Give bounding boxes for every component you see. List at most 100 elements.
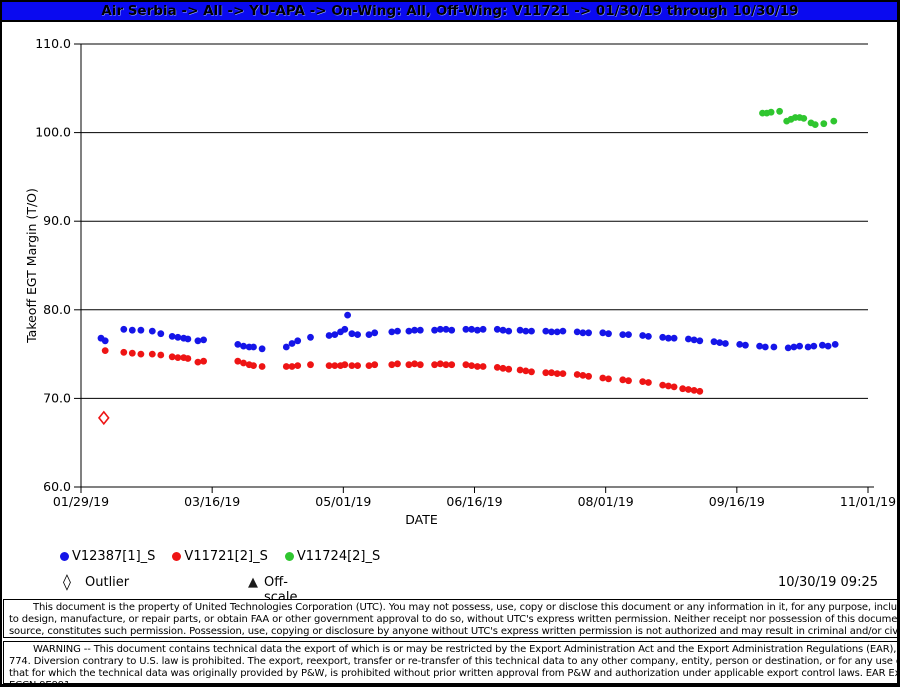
data-point-V11721[2]_S[interactable]: [448, 361, 456, 369]
data-point-V11721[2]_S[interactable]: [101, 347, 109, 354]
data-point-V11721[2]_S[interactable]: [331, 362, 339, 369]
data-point-V11721[2]_S[interactable]: [128, 349, 136, 357]
data-point-V12387[1]_S[interactable]: [148, 327, 156, 335]
data-point-V11721[2]_S[interactable]: [462, 361, 470, 369]
data-point-V11721[2]_S[interactable]: [442, 361, 450, 369]
data-point-V12387[1]_S[interactable]: [761, 343, 769, 351]
data-point-V12387[1]_S[interactable]: [696, 337, 704, 345]
data-point-V12387[1]_S[interactable]: [784, 344, 792, 352]
data-point-V11721[2]_S[interactable]: [499, 364, 507, 372]
data-point-V12387[1]_S[interactable]: [258, 345, 266, 353]
data-point-V12387[1]_S[interactable]: [605, 330, 612, 338]
data-point-V12387[1]_S[interactable]: [685, 335, 692, 343]
data-point-V12387[1]_S[interactable]: [325, 332, 333, 339]
data-point-V12387[1]_S[interactable]: [804, 343, 812, 351]
data-point-V11721[2]_S[interactable]: [288, 363, 296, 370]
data-point-V12387[1]_S[interactable]: [831, 341, 839, 348]
data-point-V12387[1]_S[interactable]: [468, 325, 475, 333]
data-point-V11721[2]_S[interactable]: [174, 354, 182, 361]
data-point-V12387[1]_S[interactable]: [168, 333, 176, 340]
data-point-V12387[1]_S[interactable]: [474, 326, 481, 334]
data-point-V12387[1]_S[interactable]: [553, 328, 561, 336]
data-point-V11724[2]_S[interactable]: [776, 107, 783, 115]
data-point-V12387[1]_S[interactable]: [770, 343, 778, 351]
data-point-V12387[1]_S[interactable]: [722, 340, 729, 347]
data-point-V11721[2]_S[interactable]: [365, 362, 373, 369]
data-point-V11721[2]_S[interactable]: [665, 382, 672, 390]
data-point-V11721[2]_S[interactable]: [468, 362, 475, 369]
data-point-V12387[1]_S[interactable]: [250, 343, 257, 351]
legend-item-engine-1[interactable]: V12387[1]_S: [60, 549, 155, 564]
data-point-V12387[1]_S[interactable]: [234, 341, 242, 348]
legend-item-engine-3[interactable]: V11724[2]_S: [284, 549, 380, 564]
data-point-V12387[1]_S[interactable]: [710, 338, 718, 346]
data-point-V12387[1]_S[interactable]: [742, 341, 749, 349]
data-point-V12387[1]_S[interactable]: [394, 327, 401, 335]
data-point-V11721[2]_S[interactable]: [579, 372, 587, 379]
data-point-V11721[2]_S[interactable]: [670, 383, 678, 391]
data-point-V11721[2]_S[interactable]: [325, 362, 333, 369]
data-point-V11721[2]_S[interactable]: [184, 355, 192, 362]
data-point-V12387[1]_S[interactable]: [137, 326, 145, 334]
data-point-V11721[2]_S[interactable]: [194, 358, 202, 366]
data-point-V12387[1]_S[interactable]: [184, 335, 192, 343]
data-point-V12387[1]_S[interactable]: [157, 330, 165, 338]
data-point-V11721[2]_S[interactable]: [625, 377, 632, 385]
data-point-V11724[2]_S[interactable]: [820, 120, 828, 128]
data-point-V12387[1]_S[interactable]: [431, 326, 438, 334]
data-point-V12387[1]_S[interactable]: [200, 336, 208, 344]
data-point-V12387[1]_S[interactable]: [670, 334, 678, 342]
data-point-V11721[2]_S[interactable]: [553, 370, 561, 377]
data-point-V11721[2]_S[interactable]: [341, 361, 349, 369]
data-point-V11721[2]_S[interactable]: [137, 350, 145, 358]
data-point-V11721[2]_S[interactable]: [157, 351, 165, 359]
data-point-V12387[1]_S[interactable]: [824, 342, 832, 350]
data-point-V11721[2]_S[interactable]: [120, 348, 128, 356]
data-point-V11721[2]_S[interactable]: [234, 357, 242, 365]
data-point-V12387[1]_S[interactable]: [448, 326, 456, 334]
data-point-V11721[2]_S[interactable]: [542, 369, 550, 377]
data-point-V11724[2]_S[interactable]: [811, 121, 819, 128]
data-point-V12387[1]_S[interactable]: [716, 339, 724, 346]
data-point-V11721[2]_S[interactable]: [474, 363, 481, 370]
data-point-V12387[1]_S[interactable]: [436, 325, 444, 333]
data-point-V11721[2]_S[interactable]: [516, 366, 524, 374]
data-point-V12387[1]_S[interactable]: [416, 326, 424, 334]
data-point-V11721[2]_S[interactable]: [599, 374, 607, 382]
data-point-V11721[2]_S[interactable]: [696, 387, 704, 395]
data-point-V11721[2]_S[interactable]: [354, 362, 361, 369]
data-point-V12387[1]_S[interactable]: [194, 337, 202, 345]
data-point-V11721[2]_S[interactable]: [548, 369, 555, 377]
data-point-V11721[2]_S[interactable]: [240, 359, 247, 367]
data-point-V12387[1]_S[interactable]: [542, 327, 550, 335]
data-point-V11721[2]_S[interactable]: [479, 363, 487, 370]
data-point-V11721[2]_S[interactable]: [690, 387, 698, 394]
data-point-V12387[1]_S[interactable]: [559, 327, 567, 335]
data-point-V12387[1]_S[interactable]: [796, 342, 803, 350]
outlier-point[interactable]: [97, 410, 110, 426]
data-point-V11724[2]_S[interactable]: [767, 108, 775, 116]
data-point-V12387[1]_S[interactable]: [493, 325, 501, 333]
data-point-V11721[2]_S[interactable]: [528, 368, 535, 376]
data-point-V12387[1]_S[interactable]: [240, 342, 247, 350]
data-point-V11721[2]_S[interactable]: [645, 379, 652, 386]
data-point-V12387[1]_S[interactable]: [619, 331, 627, 338]
data-point-V11721[2]_S[interactable]: [250, 362, 257, 369]
data-point-V12387[1]_S[interactable]: [579, 329, 587, 337]
data-point-V12387[1]_S[interactable]: [690, 336, 698, 344]
data-point-V11724[2]_S[interactable]: [830, 117, 838, 125]
data-point-V12387[1]_S[interactable]: [665, 334, 672, 342]
data-point-V12387[1]_S[interactable]: [294, 337, 302, 345]
data-point-V11721[2]_S[interactable]: [282, 363, 290, 370]
data-point-V11721[2]_S[interactable]: [559, 370, 567, 377]
data-point-V12387[1]_S[interactable]: [573, 328, 581, 336]
data-point-V11721[2]_S[interactable]: [148, 350, 156, 358]
data-point-V11721[2]_S[interactable]: [659, 381, 667, 389]
data-point-V12387[1]_S[interactable]: [479, 325, 487, 333]
data-point-V12387[1]_S[interactable]: [282, 343, 290, 351]
data-point-V12387[1]_S[interactable]: [331, 331, 339, 338]
data-point-V11724[2]_S[interactable]: [800, 115, 808, 122]
data-point-V11721[2]_S[interactable]: [573, 371, 581, 378]
data-point-V11721[2]_S[interactable]: [294, 362, 302, 369]
data-point-V11721[2]_S[interactable]: [679, 385, 687, 393]
